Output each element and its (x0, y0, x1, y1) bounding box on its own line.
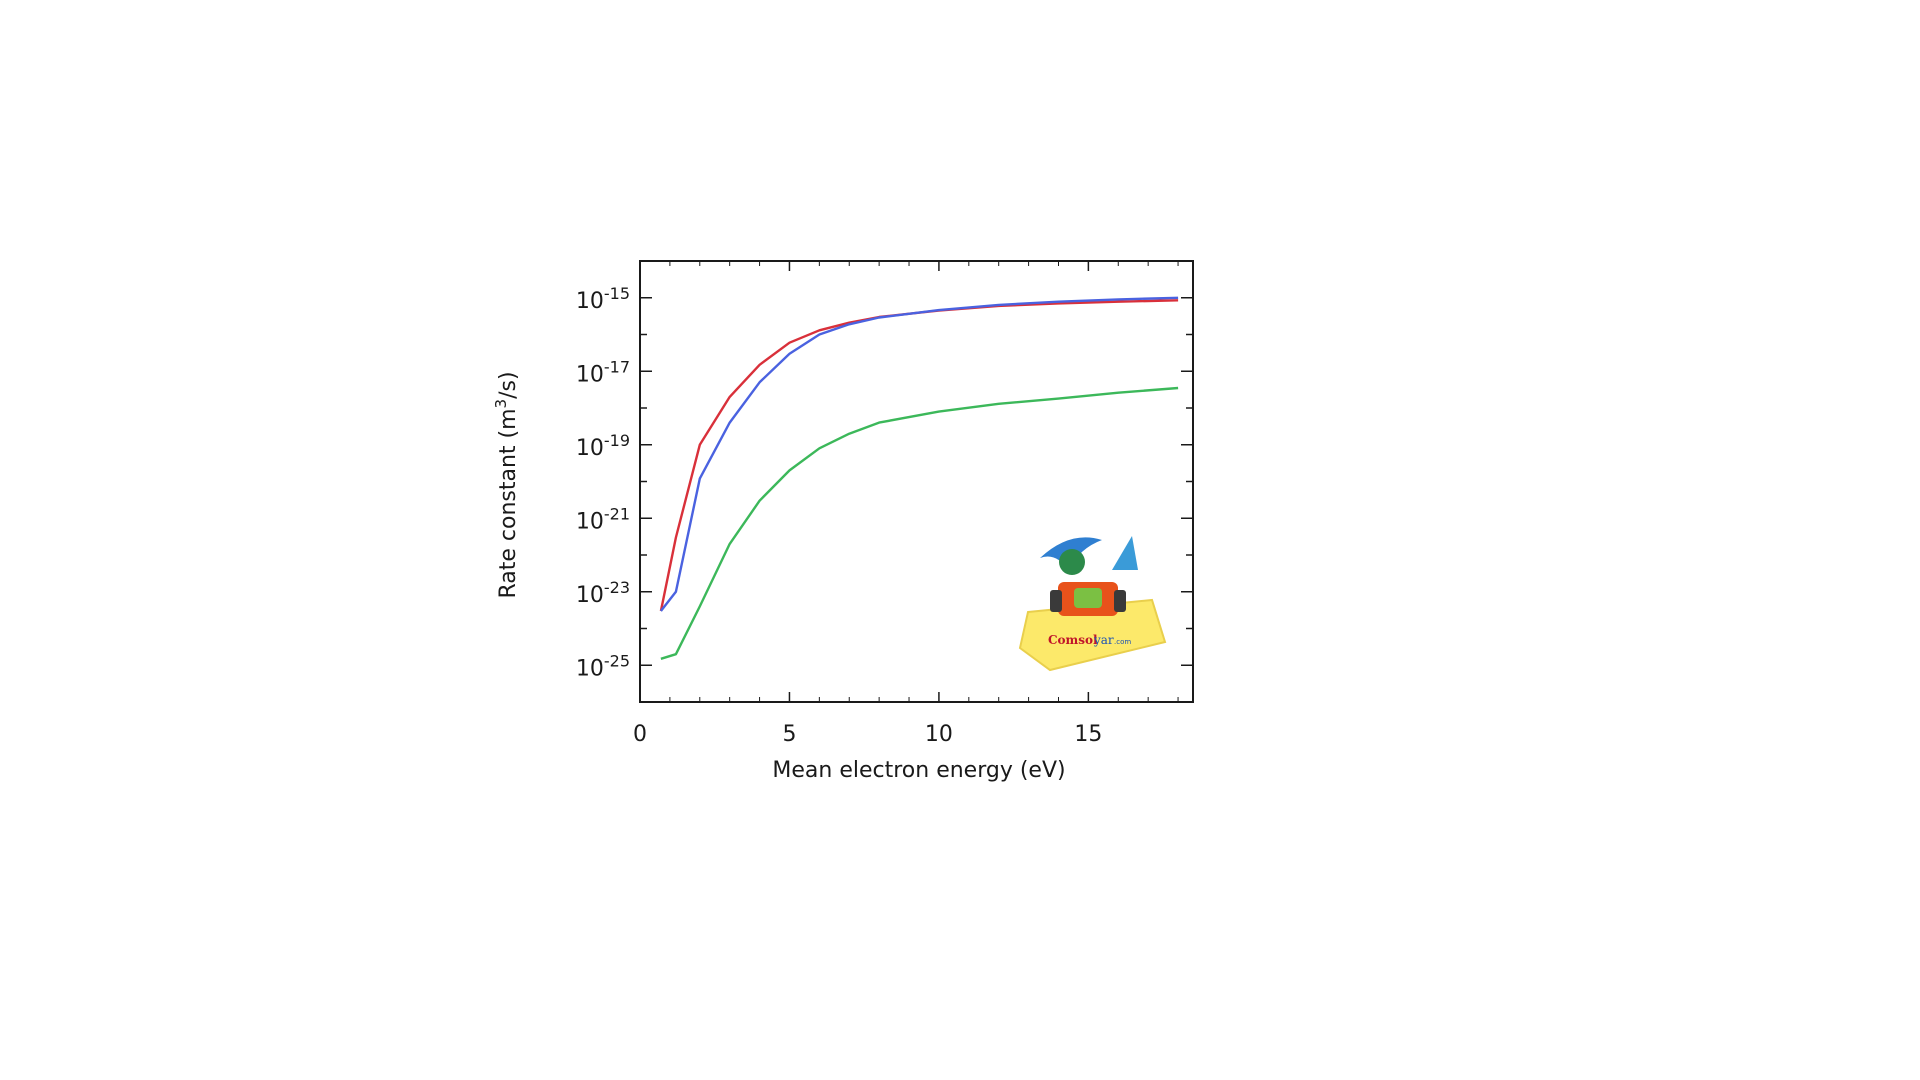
logo-globe-icon (1059, 549, 1085, 575)
logo-text-domain: .com (1114, 638, 1131, 646)
y-tick-base: 10 (576, 362, 604, 387)
series-0 (659, 299, 1179, 612)
y-axis-label: Rate constant (m3/s) (492, 371, 521, 598)
y-tick-base: 10 (576, 583, 604, 608)
y-axis-label-sup: 3 (492, 399, 510, 409)
x-tick-label: 15 (1074, 722, 1102, 747)
y-tick-label: 10-15 (576, 284, 630, 314)
watermark-logo: Comsol yar .com (1018, 536, 1167, 672)
logo-pad (1018, 598, 1167, 672)
y-tick-base: 10 (576, 289, 604, 314)
y-tick-base: 10 (576, 509, 604, 534)
logo-car-wheel-left (1050, 590, 1062, 612)
y-tick-label: 10-25 (576, 651, 630, 681)
y-tick-label: 10-19 (576, 431, 630, 461)
y-tick-exponent: -25 (604, 651, 630, 670)
series-line-0 (659, 299, 1179, 612)
logo-car-cockpit (1074, 588, 1102, 608)
logo-text-brand2: yar (1093, 633, 1114, 647)
series-1 (659, 296, 1179, 612)
y-tick-base: 10 (576, 656, 604, 681)
logo-flag-icon (1112, 536, 1138, 570)
y-tick-exponent: -21 (604, 504, 630, 523)
series-line-1 (659, 296, 1179, 612)
logo-car-wheel-right (1114, 590, 1126, 612)
y-tick-base: 10 (576, 436, 604, 461)
x-tick-label: 10 (925, 722, 953, 747)
series-layer (659, 296, 1179, 660)
y-tick-label: 10-21 (576, 504, 630, 534)
series-line-2 (660, 386, 1179, 660)
y-axis-label-main: Rate constant (m (496, 408, 521, 598)
y-tick-label: 10-17 (576, 357, 630, 387)
logo-text-brand: Comsol (1048, 633, 1098, 647)
y-tick-label: 10-23 (576, 578, 630, 608)
y-tick-exponent: -23 (604, 578, 630, 597)
y-tick-exponent: -17 (604, 357, 630, 376)
x-axis: 0 5 10 15 (633, 261, 1179, 747)
series-2 (660, 386, 1179, 660)
x-axis-label: Mean electron energy (eV) (772, 758, 1065, 783)
y-tick-exponent: -15 (604, 284, 630, 303)
x-tick-label: 0 (633, 722, 647, 747)
x-tick-label: 5 (782, 722, 796, 747)
y-tick-exponent: -19 (604, 431, 630, 450)
y-axis-label-tail: /s) (496, 371, 521, 398)
